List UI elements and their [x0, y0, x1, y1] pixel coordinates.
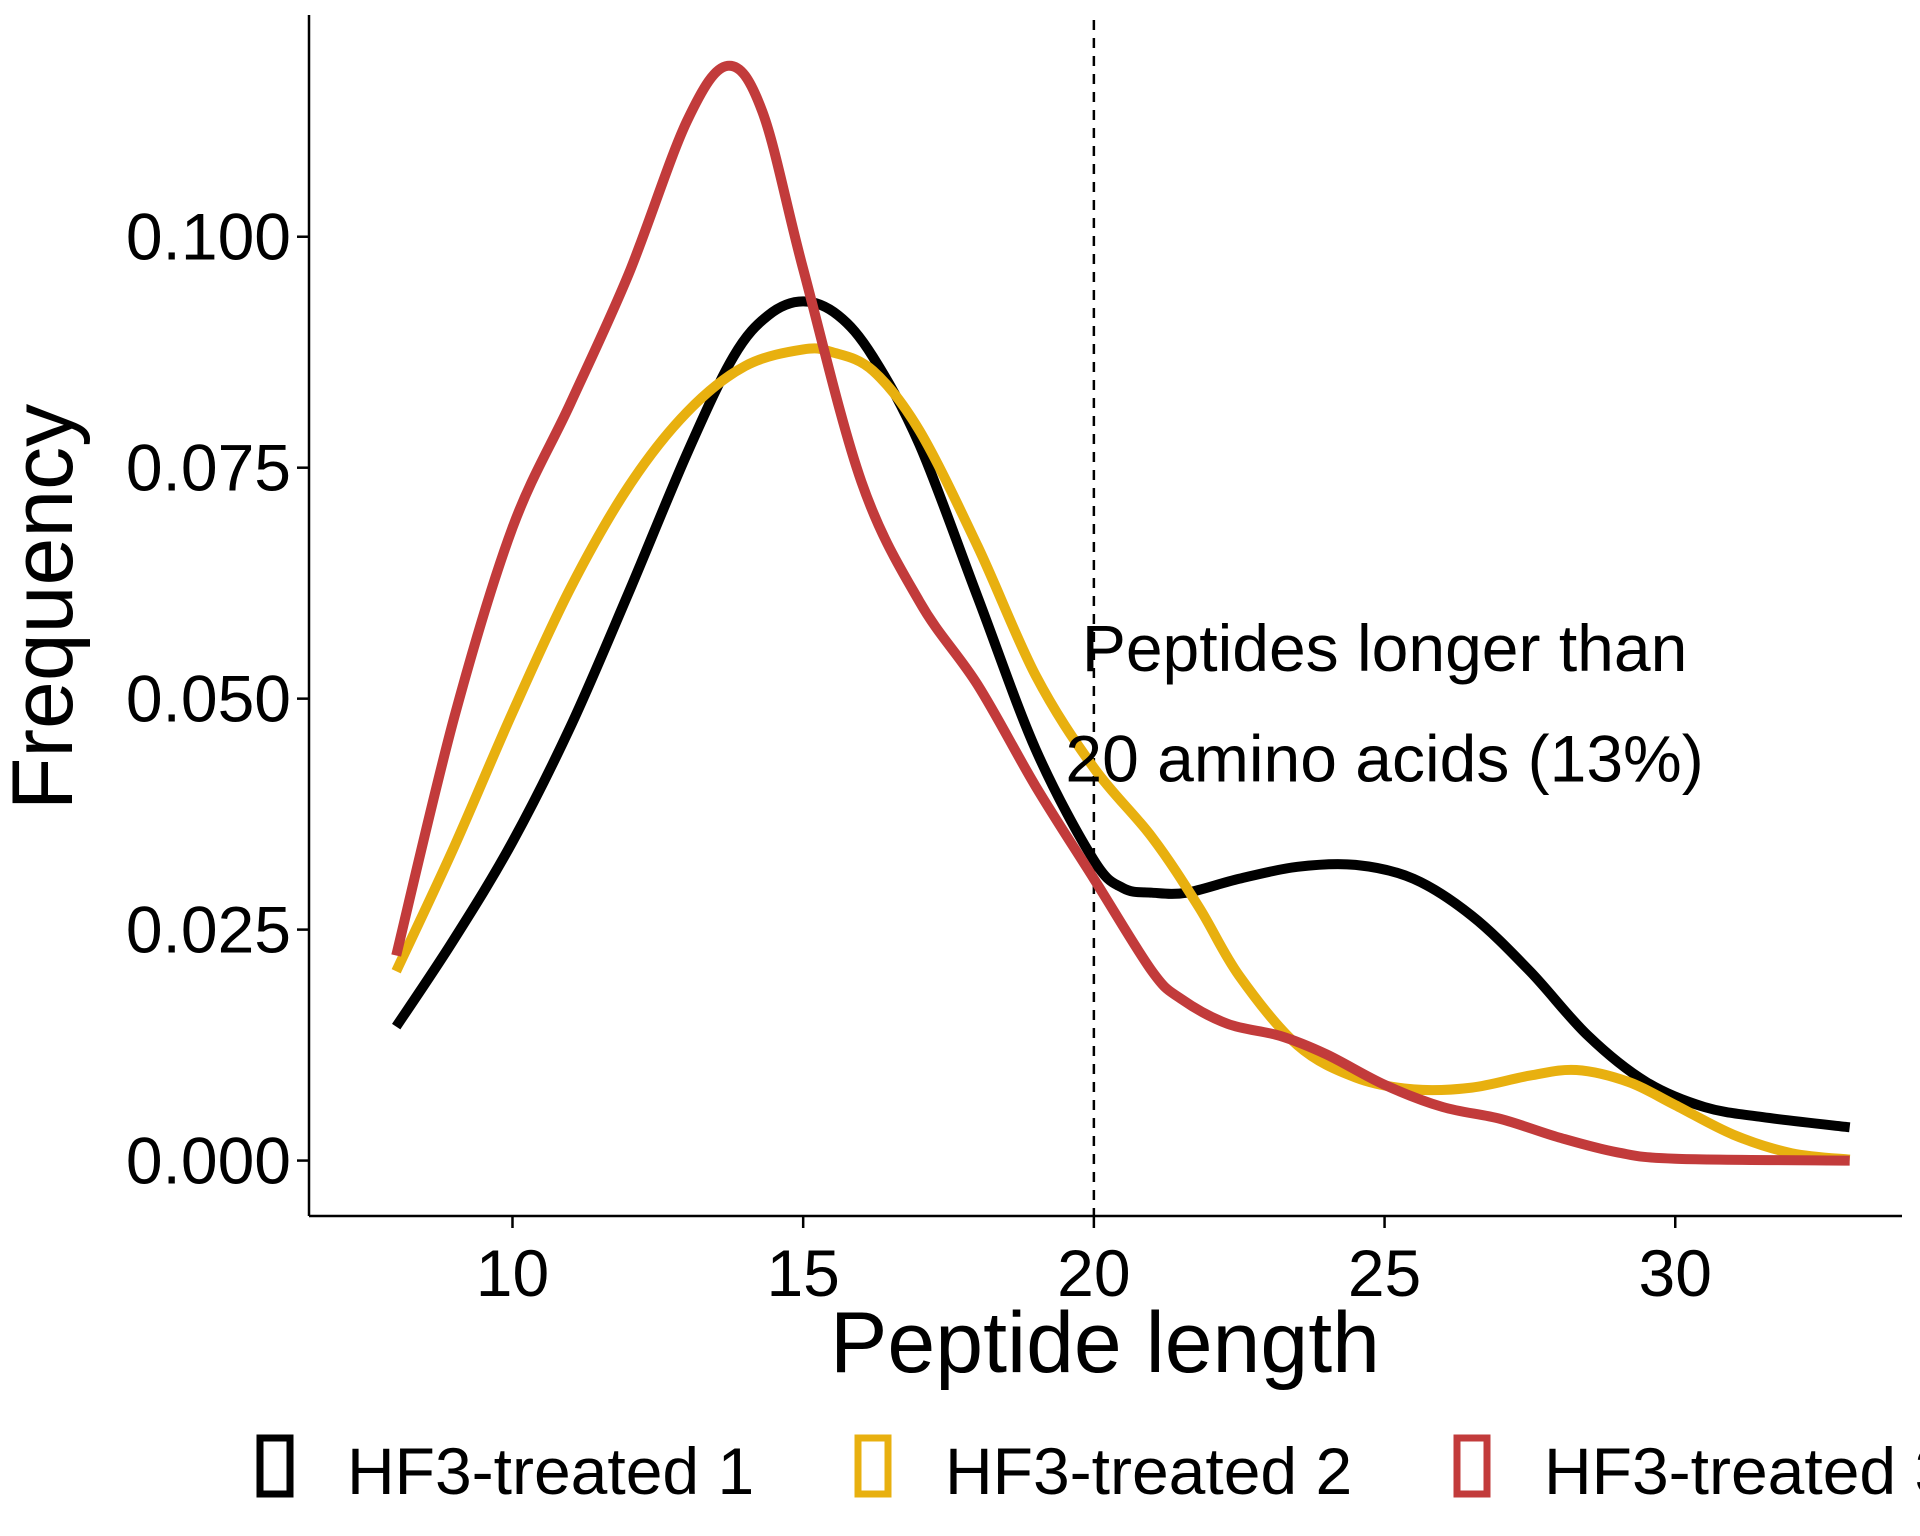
series-line-1: [392, 296, 1851, 1133]
y-axis-title: Frequency: [0, 404, 91, 810]
legend-label-2: HF3-treated 2: [945, 1434, 1352, 1508]
legend-key-1: [256, 1434, 294, 1498]
annotation-line-2: 20 amino acids (13%): [1065, 722, 1703, 796]
legend: HF3-treated 1 HF3-treated 2 HF3-treated 3: [256, 1434, 1920, 1508]
legend-label-3: HF3-treated 3: [1544, 1434, 1920, 1508]
y-tick-label: 0.100: [126, 200, 291, 274]
x-tick-label: 15: [766, 1236, 839, 1310]
x-tick-label: 20: [1057, 1236, 1130, 1310]
x-tick-label: 25: [1348, 1236, 1421, 1310]
axes: [307, 15, 1902, 1218]
x-tick-label: 30: [1639, 1236, 1712, 1310]
series-lines: [391, 60, 1851, 1166]
y-tick-label: 0.075: [126, 431, 291, 505]
y-tick-label: 0.050: [126, 662, 291, 736]
x-axis-title: Peptide length: [830, 1295, 1380, 1391]
y-ticks: 0.000 0.025 0.050 0.075 0.100: [126, 200, 309, 1198]
series-line-3: [391, 60, 1850, 1166]
series-line-2: [391, 343, 1851, 1165]
y-tick-label: 0.025: [126, 893, 291, 967]
legend-key-2: [854, 1434, 892, 1498]
x-ticks: 10 15 20 25 30: [476, 1216, 1712, 1310]
legend-label-1: HF3-treated 1: [347, 1434, 754, 1508]
legend-key-3: [1453, 1434, 1491, 1498]
y-tick-label: 0.000: [126, 1124, 291, 1198]
annotation: Peptides longer than 20 amino acids (13%…: [1065, 611, 1703, 796]
x-tick-label: 10: [476, 1236, 549, 1310]
annotation-line-1: Peptides longer than: [1082, 611, 1687, 685]
